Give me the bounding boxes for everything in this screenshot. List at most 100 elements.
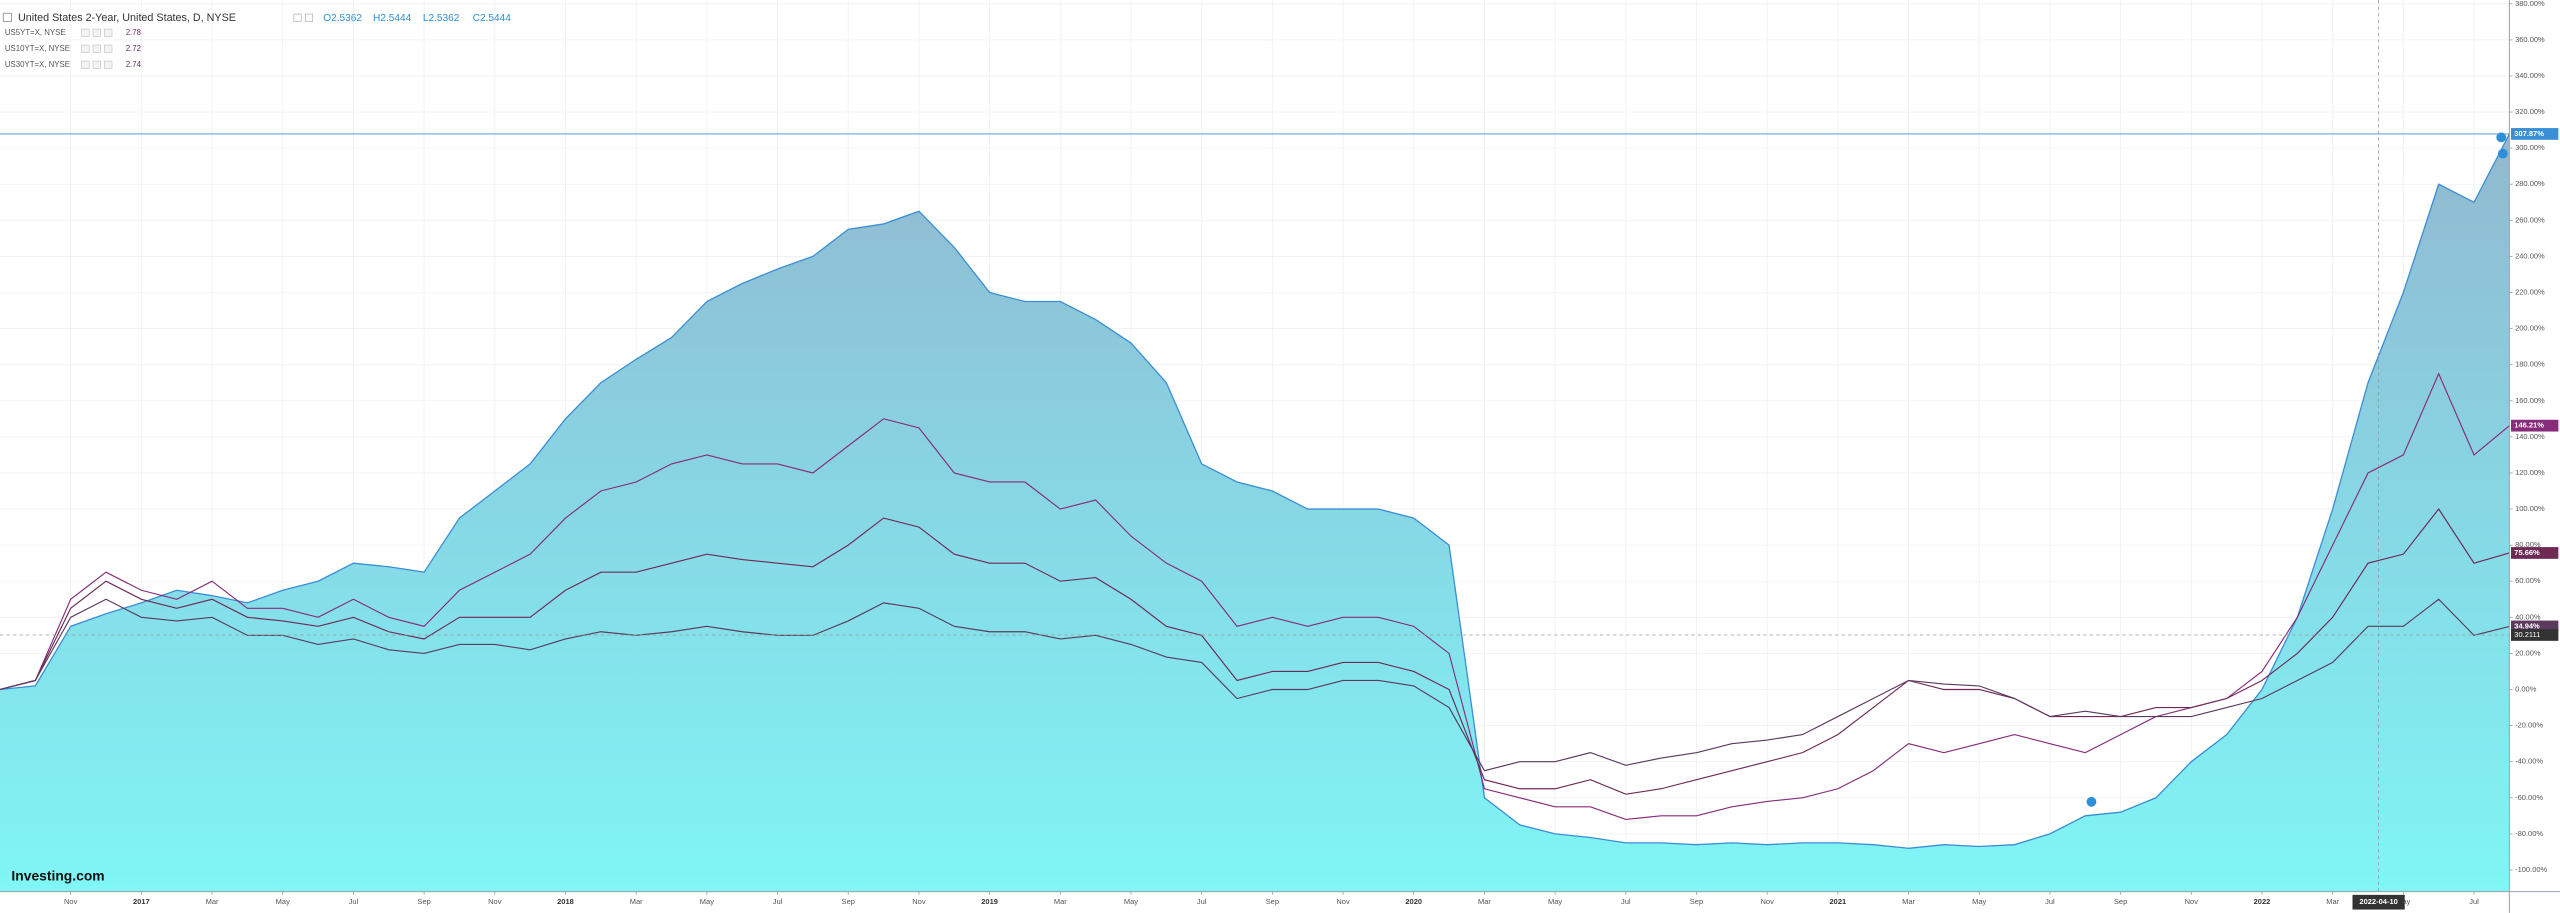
legend-value: 2.78 [126, 28, 142, 37]
legend-button[interactable] [92, 44, 101, 53]
x-tick-label: 2019 [981, 897, 998, 906]
header: United States 2-Year, United States, D, … [2, 12, 512, 24]
x-tick-label: Nov [1336, 897, 1350, 906]
ohlc-value: O2.5362 [323, 13, 362, 24]
ohlc-value: C2.5444 [473, 13, 512, 24]
last-value-box [2511, 547, 2559, 559]
x-tick-label: Nov [912, 897, 926, 906]
crosshair-x-label: 2022-04-10 [2359, 897, 2397, 906]
x-tick-label: Jul [349, 897, 359, 906]
x-tick-label: Sep [842, 897, 855, 906]
y-tick-label: 60.00% [2515, 576, 2541, 585]
legend-button[interactable] [104, 28, 113, 37]
last-value-label: 146.21% [2514, 421, 2544, 430]
y-tick-label: 80.00% [2515, 540, 2541, 549]
legend-button[interactable] [92, 28, 101, 37]
x-tick-label: 2022 [2254, 897, 2271, 906]
y-tick-label: 120.00% [2515, 468, 2545, 477]
legend-button[interactable] [92, 60, 101, 69]
x-tick-label: Nov [488, 897, 502, 906]
crosshair-x-box [2352, 894, 2405, 910]
last-value-label: 307.87% [2514, 129, 2544, 138]
y-tick-label: 340.00% [2515, 71, 2545, 80]
x-tick-label: Mar [1054, 897, 1067, 906]
x-tick-label: Jul [2469, 897, 2479, 906]
last-value-label: 34.94% [2514, 621, 2540, 630]
crosshair-y-box [2511, 629, 2559, 641]
chart-title: United States 2-Year, United States, D, … [18, 12, 236, 24]
x-tick-label: May [1972, 897, 1986, 906]
y-tick-label: 160.00% [2515, 396, 2545, 405]
area [0, 133, 2510, 892]
legend-value: 2.74 [126, 60, 142, 69]
collapse-icon[interactable] [2, 12, 12, 22]
x-tick-label: Nov [1761, 897, 1775, 906]
x-tick-label: 2020 [1405, 897, 1422, 906]
x-tick-label: 2021 [1830, 897, 1847, 906]
ohlc-value: L2.5362 [423, 13, 460, 24]
series-line [0, 372, 2510, 821]
logo: Investing.com [11, 868, 104, 884]
y-tick-label: 140.00% [2515, 432, 2545, 441]
x-tick-label: 2018 [557, 897, 574, 906]
y-tick-label: 0.00% [2515, 684, 2537, 693]
x-tick-label: Mar [1478, 897, 1491, 906]
last-value-label: 75.66% [2514, 548, 2540, 557]
x-tick-label: May [276, 897, 290, 906]
y-tick-label: -100.00% [2515, 865, 2547, 874]
x-tick-label: Mar [206, 897, 219, 906]
y-tick-label: -20.00% [2515, 721, 2543, 730]
y-tick-label: -40.00% [2515, 757, 2543, 766]
ohlc-value: H2.5444 [373, 13, 412, 24]
series-line [0, 598, 2510, 772]
last-value-box [2511, 620, 2559, 633]
y-tick-label: 100.00% [2515, 504, 2545, 513]
last-value-box [2511, 419, 2559, 432]
y-tick-label: 280.00% [2515, 179, 2545, 188]
y-tick-label: -60.00% [2515, 793, 2543, 802]
x-tick-label: Sep [417, 897, 430, 906]
x-tick-label: Jul [1621, 897, 1631, 906]
event-marker[interactable] [2086, 796, 2097, 807]
legend-button[interactable] [81, 44, 90, 53]
x-tick-label: Nov [64, 897, 78, 906]
legend-value: 2.72 [126, 44, 141, 53]
legend-button[interactable] [104, 60, 113, 69]
x-tick-label: 2017 [133, 897, 150, 906]
y-tick-label: 320.00% [2515, 107, 2545, 116]
axes: -100.00% -80.00% -60.00% -40.00% -20.00% 0.00… [64, 0, 2559, 910]
x-tick-label: Nov [2185, 897, 2199, 906]
last-value-box [2511, 128, 2559, 140]
x-tick-label: May [1124, 897, 1138, 906]
x-tick-label: Mar [1902, 897, 1915, 906]
legend-name: US30YT=X, NYSE [5, 60, 70, 69]
series-line [0, 508, 2510, 795]
legend-name: US5YT=X, NYSE [5, 28, 66, 37]
y-tick-label: 200.00% [2515, 324, 2545, 333]
x-tick-label: Jul [773, 897, 783, 906]
crosshair-y-label: 30.2111 [2514, 630, 2540, 639]
legend-button[interactable] [104, 44, 113, 53]
y-tick-label: 180.00% [2515, 360, 2545, 369]
legend-button[interactable] [81, 60, 90, 69]
legend-name: US10YT=X, NYSE [5, 44, 70, 53]
legend-button[interactable] [81, 28, 90, 37]
plot-area [0, 0, 2510, 892]
y-tick-label: 300.00% [2515, 143, 2545, 152]
y-tick-label: 380.00% [2515, 0, 2545, 8]
event-marker[interactable] [2496, 132, 2507, 143]
x-tick-label: May [1548, 897, 1562, 906]
y-tick-label: 360.00% [2515, 35, 2545, 44]
settings-icon[interactable] [293, 13, 302, 22]
x-tick-label: Jul [2045, 897, 2055, 906]
event-marker[interactable] [2497, 148, 2508, 159]
x-tick-label: Jul [1197, 897, 1207, 906]
x-tick-label: May [700, 897, 714, 906]
y-tick-label: 240.00% [2515, 251, 2545, 260]
y-tick-label: 220.00% [2515, 287, 2545, 296]
close-icon[interactable] [304, 13, 313, 22]
x-tick-label: Sep [1690, 897, 1703, 906]
y-tick-label: -80.00% [2515, 829, 2543, 838]
x-tick-label: Mar [2326, 897, 2339, 906]
